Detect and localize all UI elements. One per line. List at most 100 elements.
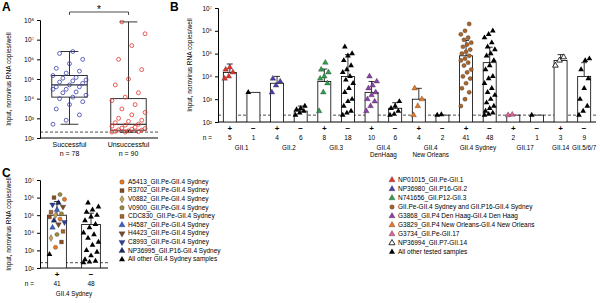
data-point — [464, 81, 468, 85]
data-point — [54, 207, 60, 212]
data-point — [71, 50, 75, 54]
data-point — [120, 107, 124, 111]
data-point — [318, 66, 324, 71]
data-point — [490, 110, 496, 115]
data-point — [348, 62, 354, 67]
y-tick: 10⁷ — [24, 177, 40, 184]
x-tick-label: Unsuccessful — [108, 141, 150, 148]
data-point — [130, 44, 134, 48]
data-point — [341, 103, 347, 108]
box-whisker-cap — [61, 124, 79, 125]
y-tick-mark — [37, 118, 40, 119]
y-tick-mark — [215, 99, 218, 100]
n-value: 5 — [228, 134, 232, 141]
error-bar-cap — [274, 76, 280, 77]
data-point — [62, 221, 68, 226]
x-tick-label: − — [582, 124, 587, 133]
data-point — [133, 103, 137, 107]
data-point — [461, 45, 465, 49]
y-tick-label: 10⁶ — [24, 56, 34, 63]
data-point — [55, 232, 59, 236]
y-axis-title: Input, norovirus RNA copies/well — [186, 18, 194, 112]
group-label: GII.2 — [282, 144, 296, 151]
y-tick: 10³ — [203, 96, 218, 103]
y-tick-label: 10⁵ — [24, 76, 34, 83]
y-tick: 10² — [25, 265, 40, 272]
n-label: n = 78 — [60, 150, 80, 157]
data-point — [110, 99, 114, 103]
group-label: GII.4New Orleans — [412, 144, 448, 158]
legend-label: C8993_GII.Pe-GII.4 Sydney — [128, 238, 210, 246]
data-point — [127, 119, 131, 123]
y-tick: 10⁵ — [202, 50, 218, 57]
legend-label: V0882_GII.Pe-GII.4 Sydney — [128, 195, 209, 203]
legend-marker — [120, 214, 124, 218]
legend-label: H4423_GII.Pe-GII.4 Sydney — [128, 229, 210, 237]
n-value: 10 — [368, 134, 376, 141]
data-point — [84, 209, 90, 214]
legend-label: NP36980_GII.P16-GII.2 — [398, 185, 467, 193]
data-point — [323, 59, 329, 64]
y-tick-mark — [215, 122, 218, 123]
data-point — [64, 71, 68, 75]
y-tick: 10⁵ — [24, 76, 40, 83]
data-point — [468, 76, 472, 80]
data-point — [90, 207, 96, 212]
bar — [412, 99, 425, 122]
legend-marker — [389, 185, 395, 190]
legend-marker — [119, 232, 125, 237]
data-point — [49, 210, 53, 214]
error-bar — [418, 88, 419, 99]
legend-label: R3702_GII.Pe-GII.4 Sydney — [128, 186, 210, 194]
n-label: n = — [203, 134, 212, 141]
x-tick-label: − — [298, 124, 303, 133]
legend-marker — [389, 194, 395, 199]
y-axis-line — [37, 21, 41, 139]
n-value: 48 — [87, 280, 95, 287]
y-tick-label: 10⁷ — [202, 5, 212, 12]
y-tick-mark — [37, 59, 40, 60]
data-point — [586, 75, 592, 80]
data-point — [61, 230, 65, 234]
data-point — [117, 57, 121, 61]
data-point — [52, 196, 56, 200]
data-point — [81, 81, 85, 85]
data-point — [491, 57, 497, 62]
y-tick-mark — [215, 31, 218, 32]
x-tick-label: − — [89, 270, 94, 279]
data-point — [110, 124, 114, 128]
data-point — [460, 51, 464, 55]
data-point — [467, 90, 471, 94]
legend-marker — [119, 256, 125, 261]
y-tick-mark — [37, 215, 40, 216]
legend-marker — [389, 248, 395, 253]
group-label: GII.1 — [235, 144, 249, 151]
legend: NP01015_GII.Pe-GII.1NP36980_GII.P16-GII.… — [389, 176, 535, 256]
legend-label: G3829_GII.P4 New Orleans-GII.4 New Orlea… — [398, 221, 535, 229]
y-tick-mark — [37, 250, 40, 251]
data-point — [302, 103, 308, 108]
data-point — [127, 77, 131, 81]
n-value: 6 — [393, 134, 397, 141]
data-point — [120, 20, 124, 24]
y-tick: 10⁶ — [24, 194, 40, 201]
data-point — [465, 70, 469, 74]
data-point — [94, 249, 100, 254]
data-point — [463, 29, 467, 33]
y-tick: 10⁶ — [202, 27, 218, 34]
y-tick: 10⁷ — [202, 5, 218, 12]
data-point — [93, 258, 99, 263]
data-point — [53, 245, 57, 249]
data-point — [93, 221, 99, 226]
data-point — [85, 235, 91, 240]
data-point — [340, 69, 346, 74]
data-point — [419, 96, 425, 101]
data-point — [270, 75, 276, 80]
legend-marker — [389, 221, 395, 226]
data-point — [412, 85, 418, 90]
data-point — [342, 43, 348, 48]
n-value: 4 — [417, 134, 421, 141]
data-point — [58, 192, 62, 196]
data-point — [468, 47, 472, 51]
data-point — [71, 95, 75, 99]
